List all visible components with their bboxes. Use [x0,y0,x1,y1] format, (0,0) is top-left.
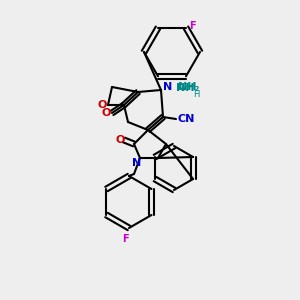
Text: NH₂: NH₂ [176,83,200,93]
Text: H: H [193,90,200,99]
Text: F: F [189,21,196,31]
Text: O: O [115,135,125,145]
Text: N: N [132,158,142,168]
Text: F: F [122,234,128,244]
Text: CN: CN [177,114,194,124]
Text: O: O [101,108,111,118]
Text: N: N [163,82,172,92]
Text: NH: NH [178,82,196,92]
Text: O: O [97,100,107,110]
